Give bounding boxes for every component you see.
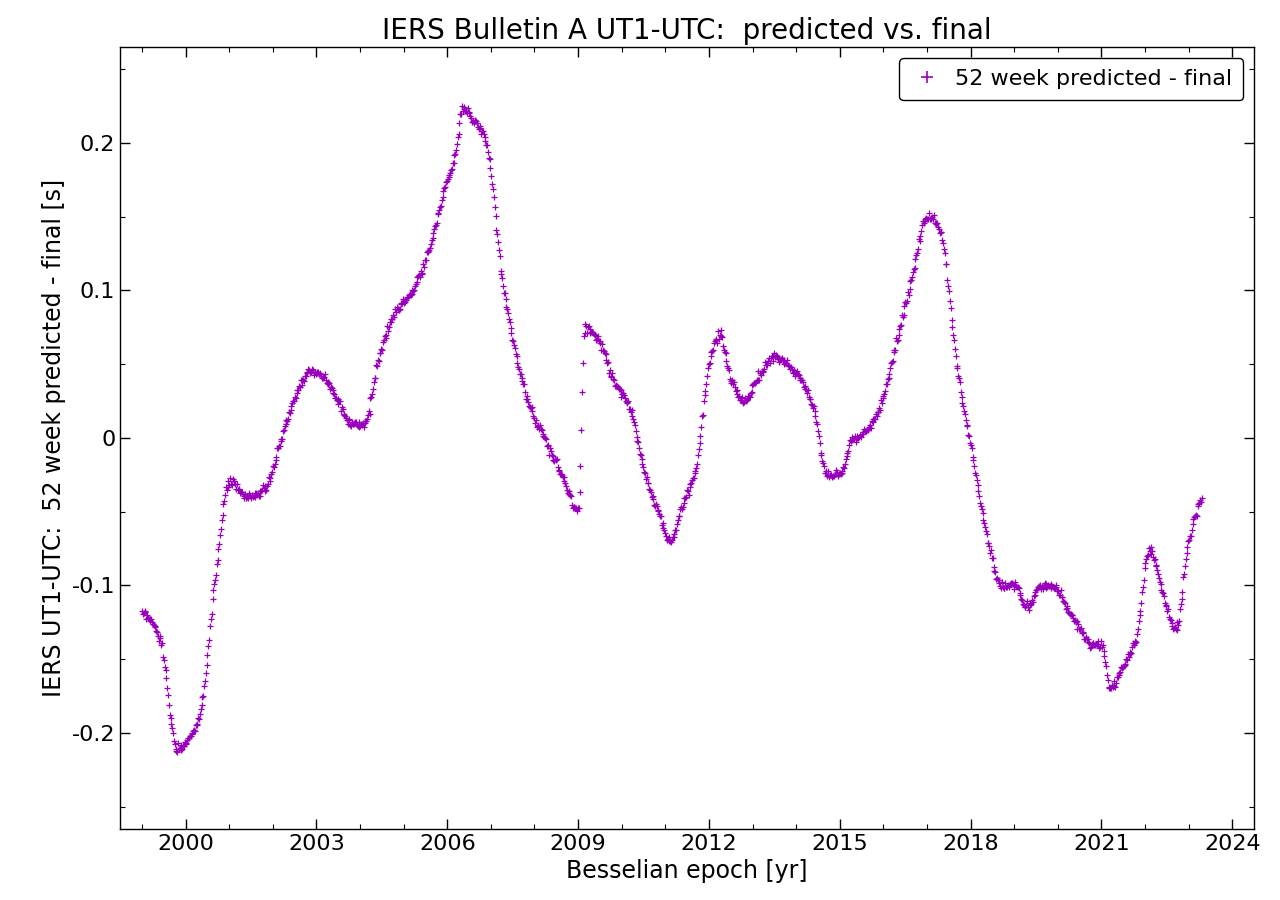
52 week predicted - final <box>654 519 669 530</box>
52 week predicted - final <box>169 746 184 757</box>
X-axis label: Besselian epoch [yr]: Besselian epoch [yr] <box>566 860 808 883</box>
52 week predicted - final <box>1024 595 1039 606</box>
Legend: 52 week predicted - final: 52 week predicted - final <box>899 58 1243 100</box>
Y-axis label: IERS UT1-UTC:  52 week predicted - final [s]: IERS UT1-UTC: 52 week predicted - final … <box>42 179 67 697</box>
52 week predicted - final <box>431 209 447 220</box>
52 week predicted - final <box>454 101 470 112</box>
52 week predicted - final <box>328 392 343 403</box>
Title: IERS Bulletin A UT1-UTC:  predicted vs. final: IERS Bulletin A UT1-UTC: predicted vs. f… <box>383 17 992 45</box>
52 week predicted - final <box>1194 492 1210 503</box>
52 week predicted - final <box>435 192 451 202</box>
Line: 52 week predicted - final: 52 week predicted - final <box>138 103 1206 755</box>
52 week predicted - final <box>134 606 150 616</box>
52 week predicted - final <box>550 462 566 472</box>
